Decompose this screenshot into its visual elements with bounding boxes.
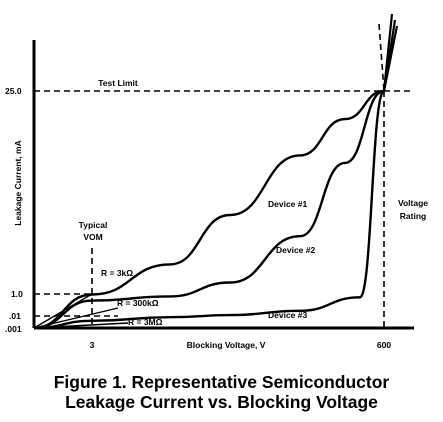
y-tick-label-001: .001 <box>5 324 22 334</box>
y-tick-label-1: 1.0 <box>11 289 23 299</box>
y-tick-label-25: 25.0 <box>5 86 22 96</box>
curve-device-1 <box>33 89 385 330</box>
leakage-chart: Device #1 Device #2 Device #3 25.0 1.0 .01 .00… <box>5 13 428 350</box>
curve-device-2 <box>33 89 385 330</box>
r-3m-label: R = 3MΩ <box>128 317 163 327</box>
curve-device-3-extension <box>382 13 394 92</box>
series-label-device-1: Device #1 <box>268 199 307 209</box>
chart-labels: Device #1 Device #2 Device #3 25.0 1.0 .01 .00… <box>5 78 428 350</box>
test-limit-label: Test Limit <box>98 78 138 88</box>
series-label-device-2: Device #2 <box>276 245 315 255</box>
typical-vom-label-1: Typical <box>79 220 108 230</box>
curves <box>33 13 399 330</box>
series-label-device-3: Device #3 <box>268 310 307 320</box>
rating-dash-upper <box>378 23 385 92</box>
x-tick-label-600: 600 <box>377 340 391 350</box>
chart-axes <box>32 40 414 330</box>
figure-caption-line-2: Leakage Current vs. Blocking Voltage <box>65 392 378 412</box>
voltage-rating-label-1: Voltage <box>398 198 428 208</box>
y-tick-label-01: .01 <box>9 311 21 321</box>
x-axis-title: Blocking Voltage, V <box>187 340 266 350</box>
r-300k-label: R = 300kΩ <box>117 298 159 308</box>
typical-vom-label-2: VOM <box>83 232 102 242</box>
x-tick-label-3: 3 <box>90 340 95 350</box>
voltage-rating-label-2: Rating <box>400 211 426 221</box>
curve-device-3 <box>33 89 386 330</box>
r-3k-label: R = 3kΩ <box>101 268 133 278</box>
y-axis-title: Leakage Current, mA <box>13 140 23 226</box>
figure-caption-line-1: Figure 1. Representative Semiconductor <box>53 372 390 392</box>
